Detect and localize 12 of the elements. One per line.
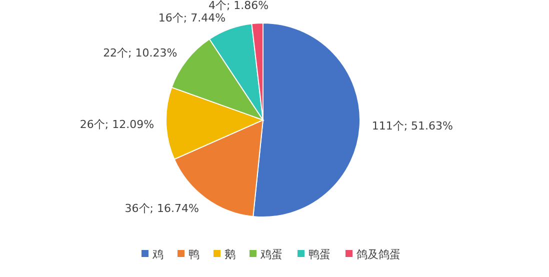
data-label: 111个; 51.63% xyxy=(372,119,454,132)
legend-label: 鸭蛋 xyxy=(308,248,330,261)
data-label: 22个; 10.23% xyxy=(103,46,178,60)
data-label: 26个; 12.09% xyxy=(80,118,154,131)
data-label: 36个; 16.74% xyxy=(124,202,199,216)
legend-label: 鸡蛋 xyxy=(260,248,282,261)
legend-label: 鸭 xyxy=(188,248,200,261)
legend-label: 鹅 xyxy=(224,248,236,261)
data-label: 4个; 1.86% xyxy=(208,0,269,12)
data-label: 16个; 7.44% xyxy=(158,11,226,24)
legend-label: 鸡 xyxy=(152,248,164,261)
legend-label: 鸽及鸽蛋 xyxy=(356,248,400,261)
